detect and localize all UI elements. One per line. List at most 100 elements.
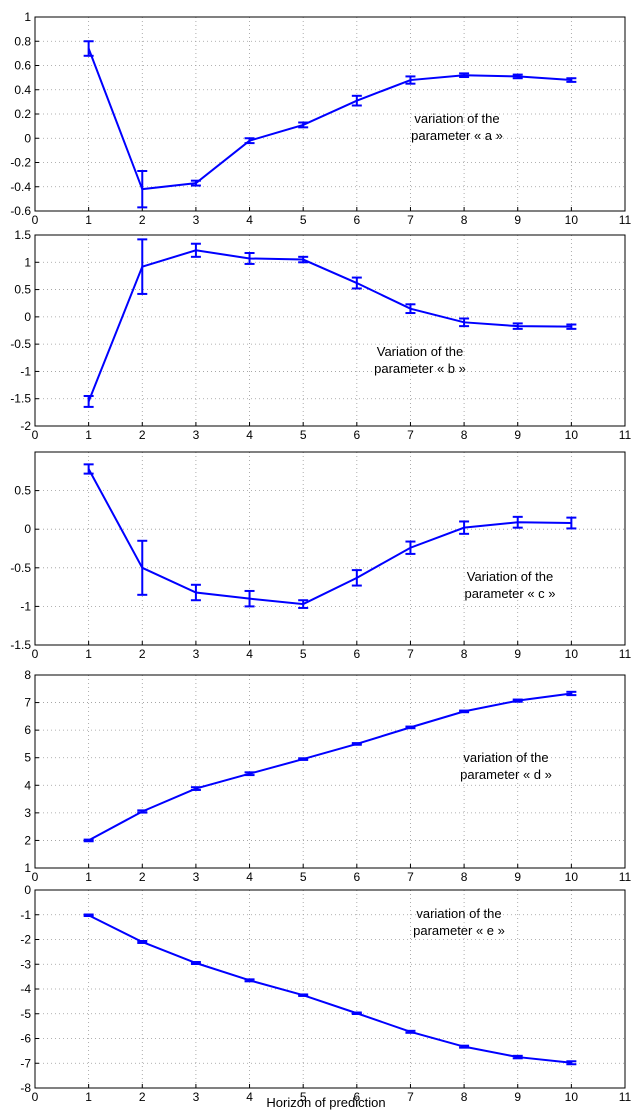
x-tick-label: 2 <box>139 213 146 227</box>
x-tick-label: 2 <box>139 870 146 884</box>
annotation-line-2: parameter « b » <box>374 361 466 376</box>
x-tick-label: 1 <box>85 213 92 227</box>
y-tick-label: 0.4 <box>14 83 31 97</box>
plot-frame <box>34 451 626 646</box>
y-tick-label: 0 <box>24 131 31 145</box>
x-tick-label: 1 <box>85 1090 92 1104</box>
x-tick-label: 3 <box>193 870 200 884</box>
y-tick-label: 0.6 <box>14 59 31 73</box>
annotation-line-2: parameter « c » <box>464 586 555 601</box>
x-axis-label: Horizon of prediction <box>266 1095 385 1110</box>
chart-panel-5: 0 1 2 3 4 5 6 7 8 9 10 11 -8 -7 -6 -5 -4 -3 -2 -1 0 variation… <box>20 883 631 1110</box>
x-tick-label: 7 <box>407 647 414 661</box>
chart-panel-1: 0 1 2 3 4 5 6 7 8 9 10 11 -0.6 -0.4 -0.2 0 0.2 0.4 0.6 0.8 1… <box>10 10 631 227</box>
y-tick-label: 0.5 <box>14 283 31 297</box>
y-tick-label: -0.5 <box>10 337 31 351</box>
y-tick-label: 0 <box>24 522 31 536</box>
y-tick-label: 0 <box>24 883 31 897</box>
x-tick-label: 4 <box>246 870 253 884</box>
x-tick-label: 5 <box>300 647 307 661</box>
x-tick-label: 10 <box>565 1090 579 1104</box>
annotation-line-1: variation of the <box>463 750 548 765</box>
x-tick-label: 11 <box>619 428 632 442</box>
x-tick-label: 0 <box>32 870 39 884</box>
x-tick-label: 4 <box>246 1090 253 1104</box>
x-tick-label: 3 <box>193 213 200 227</box>
x-tick-label: 5 <box>300 428 307 442</box>
annotation-line-2: parameter « a » <box>411 128 503 143</box>
x-tick-label: 1 <box>85 428 92 442</box>
x-tick-label: 11 <box>619 647 632 661</box>
x-tick-label: 6 <box>353 213 360 227</box>
x-tick-label: 2 <box>139 647 146 661</box>
x-tick-label: 3 <box>193 647 200 661</box>
x-tick-label: 4 <box>246 647 253 661</box>
series-line <box>88 692 572 842</box>
y-tick-label: 4 <box>24 778 31 792</box>
y-tick-label: -3 <box>20 957 31 971</box>
x-tick-label: 10 <box>565 870 579 884</box>
y-tick-label: 7 <box>24 696 31 710</box>
x-tick-label: 2 <box>139 1090 146 1104</box>
x-tick-label: 11 <box>619 870 632 884</box>
y-tick-label: 2 <box>24 833 31 847</box>
x-tick-label: 6 <box>353 870 360 884</box>
y-tick-label: 8 <box>24 668 31 682</box>
x-tick-label: 6 <box>353 1090 360 1104</box>
y-tick-label: -0.5 <box>10 561 31 575</box>
series-line <box>87 249 572 402</box>
y-tick-label: -1.5 <box>10 392 31 406</box>
x-tick-label: 3 <box>193 428 200 442</box>
y-tick-label: 0.8 <box>14 34 31 48</box>
x-tick-label: 7 <box>407 1090 414 1104</box>
x-tick-label: 7 <box>407 870 414 884</box>
x-tick-label: 1 <box>85 647 92 661</box>
x-tick-label: 11 <box>619 1090 632 1104</box>
y-tick-label: -8 <box>20 1081 31 1095</box>
y-tick-label: 0.2 <box>14 107 31 121</box>
annotation-line-1: variation of the <box>416 906 501 921</box>
y-tick-label: 0 <box>24 310 31 324</box>
x-tick-label: 9 <box>514 213 521 227</box>
x-tick-label: 10 <box>565 428 579 442</box>
x-tick-label: 10 <box>565 647 579 661</box>
y-tick-label: 1 <box>24 10 31 24</box>
series-line <box>87 48 572 191</box>
y-tick-label: -2 <box>20 419 31 433</box>
x-tick-label: 5 <box>300 870 307 884</box>
x-tick-label: 6 <box>353 428 360 442</box>
x-tick-label: 10 <box>565 213 579 227</box>
x-tick-label: 0 <box>32 213 39 227</box>
x-tick-label: 7 <box>407 213 414 227</box>
plot-frame <box>34 674 626 869</box>
chart-panel-3: 0 1 2 3 4 5 6 7 8 9 10 11 -1.5 -1 -0.5 0 0.5 Variation of… <box>10 451 632 661</box>
x-tick-label: 9 <box>514 1090 521 1104</box>
series-line <box>88 914 572 1064</box>
x-tick-label: 5 <box>300 1090 307 1104</box>
chart-panel-2: 0 1 2 3 4 5 6 7 8 9 10 11 -2 -1.5 -1 -0.5 0 0.5 1 1.5 Variat… <box>10 228 631 442</box>
x-tick-label: 9 <box>514 428 521 442</box>
y-tick-label: -1.5 <box>10 638 31 652</box>
y-tick-label: 6 <box>24 723 31 737</box>
x-tick-label: 0 <box>32 428 39 442</box>
y-tick-label: -5 <box>20 1007 31 1021</box>
y-tick-label: -7 <box>20 1056 31 1070</box>
x-tick-label: 8 <box>461 647 468 661</box>
y-tick-label: 0.5 <box>14 484 31 498</box>
x-tick-label: 3 <box>193 1090 200 1104</box>
x-tick-label: 9 <box>514 870 521 884</box>
x-tick-label: 4 <box>246 213 253 227</box>
x-tick-label: 4 <box>246 428 253 442</box>
x-tick-label: 1 <box>85 870 92 884</box>
y-tick-label: 1 <box>24 255 31 269</box>
x-tick-label: 6 <box>353 647 360 661</box>
x-tick-label: 9 <box>514 647 521 661</box>
y-tick-label: 1.5 <box>14 228 31 242</box>
x-tick-label: 8 <box>461 213 468 227</box>
annotation-line-2: parameter « e » <box>413 923 505 938</box>
y-tick-label: -6 <box>20 1032 31 1046</box>
x-tick-label: 8 <box>461 428 468 442</box>
annotation-line-1: variation of the <box>414 111 499 126</box>
